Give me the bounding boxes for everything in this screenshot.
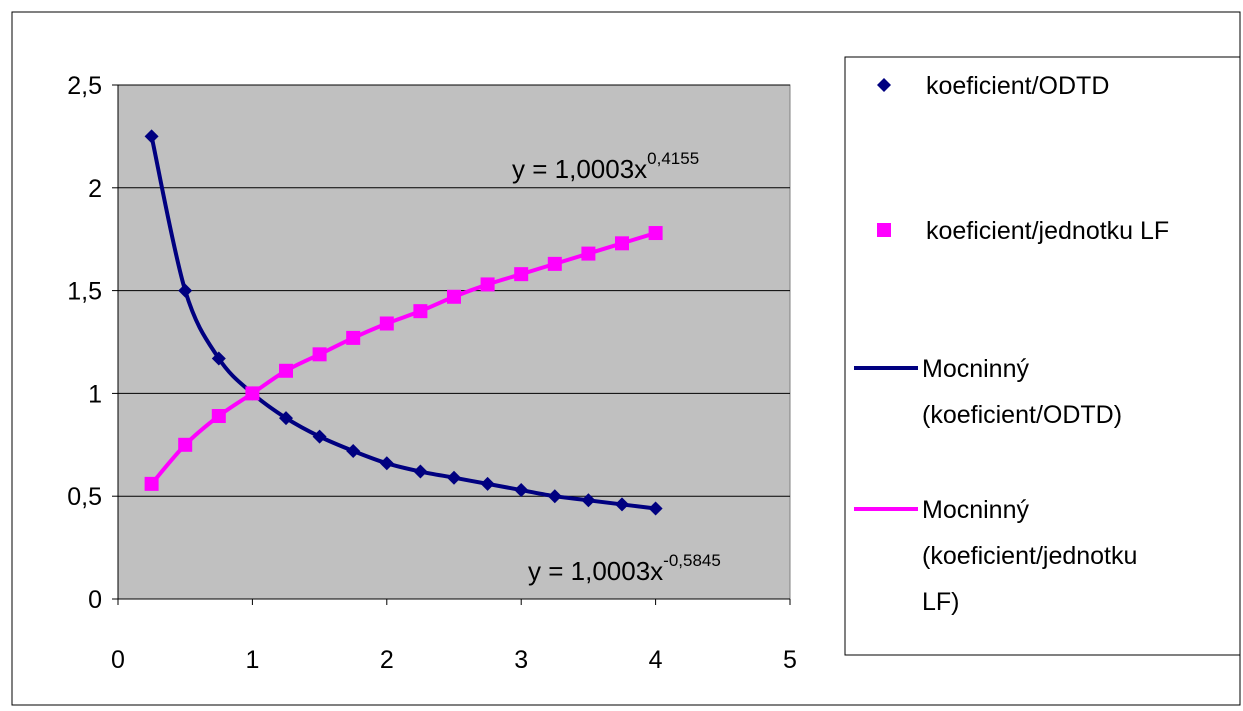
- data-point-square: [312, 347, 327, 362]
- data-point-square: [447, 289, 461, 304]
- equation-base: y = 1,0003x: [528, 556, 663, 586]
- legend-label: LF): [922, 588, 960, 616]
- x-tick-label: 1: [245, 646, 259, 674]
- trendline-equation: y = 1,0003x0,4155: [512, 149, 699, 184]
- plot-area: [117, 84, 791, 600]
- trendline-lf: [150, 231, 657, 486]
- y-tick-label: 2: [88, 175, 102, 203]
- data-point-square: [514, 267, 529, 282]
- x-tick-label: 5: [783, 646, 797, 674]
- data-point-square: [581, 246, 596, 261]
- data-point-square: [547, 256, 562, 271]
- data-point-square: [615, 236, 629, 251]
- legend-label: (koeficient/ODTD): [922, 401, 1122, 429]
- axes: 0 0,5 1 1,5 2 2,5 0 1 2 3 4 5: [67, 72, 797, 674]
- data-point-diamond: [413, 464, 428, 479]
- legend-diamond-icon: [877, 78, 891, 92]
- data-point-square: [346, 330, 361, 345]
- data-point-diamond: [447, 470, 461, 485]
- equation-exponent: 0,4155: [647, 149, 699, 168]
- data-point-square: [480, 277, 495, 292]
- data-point-square: [279, 363, 293, 378]
- trendline-equation: y = 1,0003x-0,5845: [528, 551, 721, 586]
- data-point-diamond: [547, 489, 562, 504]
- legend-label: Mocninný: [922, 355, 1029, 383]
- y-tick-label: 0: [88, 586, 102, 614]
- data-point-diamond: [480, 476, 495, 491]
- data-point-diamond: [211, 351, 226, 366]
- data-point-square: [245, 386, 260, 401]
- legend-entry: Mocninný (koeficient/jednotku LF): [854, 496, 1137, 616]
- data-point-diamond: [581, 493, 596, 508]
- y-tick-label: 1,5: [67, 278, 102, 306]
- legend-entry: koeficient/jednotku LF: [877, 217, 1169, 245]
- legend-label: Mocninný: [922, 496, 1029, 524]
- data-point-square: [211, 409, 226, 424]
- y-tick-label: 0,5: [67, 483, 102, 511]
- legend-square-icon: [877, 223, 891, 237]
- x-tick-label: 2: [380, 646, 394, 674]
- legend-label: (koeficient/jednotku: [922, 542, 1137, 570]
- data-point-square: [379, 316, 394, 331]
- legend: koeficient/ODTD koeficient/jednotku LF Moc…: [854, 72, 1169, 616]
- data-point-square: [144, 476, 159, 491]
- data-point-diamond: [178, 283, 193, 298]
- data-point-diamond: [346, 443, 361, 458]
- x-tick-label: 0: [111, 646, 125, 674]
- y-tick-label: 1: [88, 380, 102, 408]
- data-point-diamond: [379, 456, 394, 471]
- data-point-diamond: [312, 429, 327, 444]
- x-tick-label: 3: [514, 646, 528, 674]
- data-point-diamond: [615, 497, 629, 512]
- y-tick-label: 2,5: [67, 72, 102, 100]
- series-layer: [144, 129, 663, 516]
- data-point-diamond: [279, 411, 293, 426]
- data-point-diamond: [514, 483, 529, 498]
- data-point-square: [178, 437, 193, 452]
- data-point-square: [648, 226, 663, 241]
- legend-box: [844, 56, 1241, 656]
- legend-entry: koeficient/ODTD: [877, 72, 1109, 100]
- equation-base: y = 1,0003x: [512, 154, 647, 184]
- x-tick-label: 4: [649, 646, 663, 674]
- equation-exponent: -0,5845: [663, 551, 721, 570]
- legend-label: koeficient/jednotku LF: [926, 217, 1169, 245]
- legend-entry: Mocninný (koeficient/ODTD): [854, 355, 1122, 429]
- data-point-square: [413, 304, 428, 319]
- data-point-diamond: [144, 129, 159, 144]
- legend-label: koeficient/ODTD: [926, 72, 1109, 100]
- data-point-diamond: [648, 501, 663, 516]
